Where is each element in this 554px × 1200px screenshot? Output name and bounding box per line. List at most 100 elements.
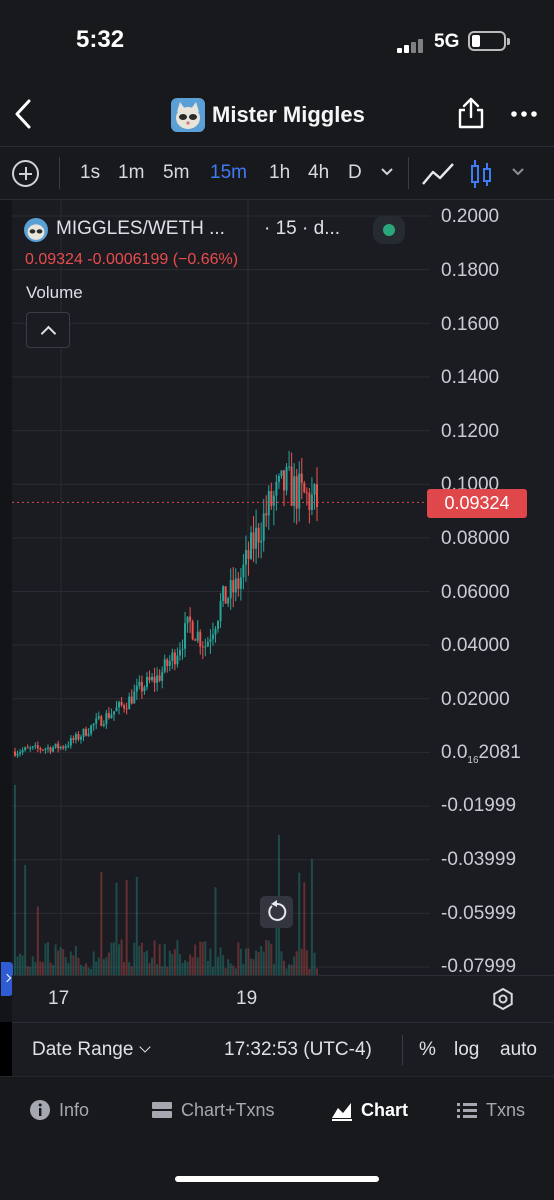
candle-body bbox=[82, 728, 85, 737]
auto-scale-toggle[interactable]: auto bbox=[500, 1039, 537, 1060]
candle-body bbox=[204, 646, 207, 648]
volume-bar bbox=[232, 965, 235, 975]
volume-bar bbox=[171, 954, 174, 975]
candle-body bbox=[168, 661, 171, 666]
candle-body bbox=[97, 716, 100, 719]
candle-body bbox=[105, 713, 108, 725]
x-axis: 17 19 bbox=[12, 975, 554, 1022]
volume-bar bbox=[181, 962, 184, 975]
candle-body bbox=[125, 708, 128, 710]
chart-type-chevron-icon[interactable] bbox=[510, 166, 526, 178]
volume-bar bbox=[199, 941, 202, 975]
list-icon bbox=[457, 1103, 477, 1118]
candle-body bbox=[39, 748, 42, 750]
more-button[interactable] bbox=[509, 104, 539, 124]
candle-body bbox=[140, 681, 143, 692]
candle-body bbox=[77, 734, 80, 740]
candle-body bbox=[36, 745, 39, 749]
candle-body bbox=[237, 578, 240, 589]
date-range-button[interactable]: Date Range bbox=[32, 1039, 152, 1061]
interval-1s[interactable]: 1s bbox=[80, 162, 101, 183]
volume-bar bbox=[247, 948, 250, 975]
volume-bar bbox=[310, 858, 313, 975]
volume-bar bbox=[135, 876, 138, 975]
add-indicator-button[interactable] bbox=[12, 160, 39, 187]
interval-1h[interactable]: 1h bbox=[269, 162, 291, 183]
volume-bar bbox=[308, 968, 311, 975]
candle-body bbox=[206, 641, 209, 647]
market-status-indicator[interactable] bbox=[373, 216, 405, 244]
volume-bar bbox=[34, 961, 37, 975]
chart-toolbar: 1s 1m 5m 15m 1h 4h D bbox=[0, 146, 554, 200]
candle-body bbox=[303, 483, 306, 493]
candle-body bbox=[64, 746, 67, 749]
expand-panel-tab[interactable] bbox=[1, 962, 13, 996]
candle-body bbox=[133, 691, 136, 704]
percent-scale-toggle[interactable]: % bbox=[419, 1039, 436, 1060]
volume-bar bbox=[206, 960, 209, 975]
volume-bar bbox=[39, 961, 42, 975]
volume-bar bbox=[257, 952, 260, 975]
chart-txns-icon bbox=[152, 1102, 172, 1118]
volume-bar bbox=[227, 959, 230, 975]
volume-bar bbox=[217, 956, 220, 975]
volume-label[interactable]: Volume bbox=[26, 283, 83, 302]
volume-bar bbox=[16, 956, 19, 975]
share-button[interactable] bbox=[456, 96, 486, 130]
y-tick: 0.1600 bbox=[441, 314, 500, 335]
candle-body bbox=[49, 747, 52, 752]
interval-5m[interactable]: 5m bbox=[163, 162, 190, 183]
volume-bar bbox=[290, 964, 293, 975]
volume-bar bbox=[184, 960, 187, 975]
pair-symbol[interactable]: MIGGLES/WETH ... bbox=[56, 218, 225, 239]
volume-bar bbox=[168, 950, 171, 975]
interval-4h[interactable]: 4h bbox=[308, 162, 330, 183]
candle-body bbox=[171, 652, 174, 662]
candle-body bbox=[112, 711, 115, 715]
candle-body bbox=[196, 631, 199, 641]
chart-settings-button[interactable] bbox=[491, 987, 515, 1011]
volume-bar bbox=[295, 951, 298, 975]
log-scale-toggle[interactable]: log bbox=[454, 1039, 480, 1060]
reset-chart-button[interactable] bbox=[260, 896, 293, 928]
interval-d[interactable]: D bbox=[348, 162, 362, 183]
volume-bar bbox=[166, 966, 169, 975]
volume-bar bbox=[214, 887, 217, 975]
info-icon bbox=[30, 1100, 50, 1120]
candle-body bbox=[267, 491, 270, 516]
candle-body bbox=[107, 713, 110, 719]
candle-body bbox=[153, 676, 156, 683]
candlestick-icon[interactable] bbox=[469, 158, 493, 190]
volume-bar bbox=[72, 955, 75, 975]
candle-body bbox=[308, 492, 311, 510]
candle-body bbox=[52, 747, 55, 752]
volume-bar bbox=[120, 939, 123, 975]
volume-bar bbox=[97, 957, 100, 975]
chevron-down-icon[interactable] bbox=[379, 166, 395, 178]
candle-body bbox=[145, 677, 148, 688]
interval-15m[interactable]: 15m bbox=[210, 162, 247, 183]
line-chart-icon[interactable] bbox=[421, 160, 455, 188]
interval-1m[interactable]: 1m bbox=[118, 162, 145, 183]
candle-body bbox=[214, 628, 217, 635]
y-tick: -0.07999 bbox=[441, 956, 517, 977]
volume-bar bbox=[270, 943, 273, 975]
candle-body bbox=[123, 705, 126, 709]
volume-bar bbox=[239, 948, 242, 975]
volume-bar bbox=[280, 951, 283, 975]
volume-bar bbox=[54, 944, 57, 975]
collapse-legend-button[interactable] bbox=[26, 312, 70, 348]
volume-bar bbox=[140, 942, 143, 975]
candle-body bbox=[227, 598, 230, 604]
back-button[interactable] bbox=[10, 96, 40, 132]
volume-bar bbox=[178, 954, 181, 975]
status-time: 5:32 bbox=[76, 26, 125, 53]
y-tick: 0.2000 bbox=[441, 206, 500, 227]
y-tick: 0.06000 bbox=[441, 582, 510, 603]
candle-body bbox=[14, 751, 16, 756]
signal-icon bbox=[397, 37, 429, 53]
volume-bar bbox=[283, 960, 286, 975]
candle-body bbox=[41, 749, 44, 751]
volume-bar bbox=[26, 965, 29, 975]
candle-body bbox=[138, 681, 141, 686]
